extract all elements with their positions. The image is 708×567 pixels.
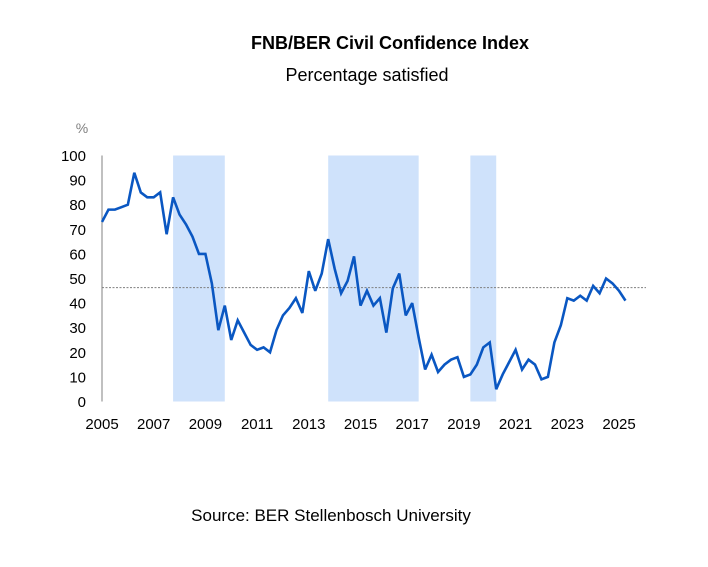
- series-line: [100, 172, 627, 390]
- chart-title: FNB/BER Civil Confidence Index: [250, 33, 530, 53]
- x-tick-label: 2025: [602, 416, 635, 433]
- x-tick-label: 2019: [447, 416, 480, 433]
- y-tick-label: 90: [69, 173, 86, 190]
- y-tick-label: 80: [69, 197, 86, 214]
- chart-subtitle: Percentage satisfied: [285, 65, 449, 85]
- x-tick-label: 2005: [85, 416, 118, 433]
- y-tick-label: 20: [69, 345, 86, 362]
- x-tick-labels: 2005 2007 2009 2011 2013 2015 2017 2019 2021 2023…: [85, 416, 635, 433]
- x-tick-label: 2015: [344, 416, 377, 433]
- y-tick-label: 60: [69, 246, 86, 263]
- y-tick-labels: 0 10 20 30 40 50 60 70 80 90 100: [61, 148, 86, 411]
- shaded-periods: [173, 155, 497, 402]
- y-tick-label: 50: [69, 271, 86, 288]
- x-tick-label: 2007: [137, 416, 170, 433]
- x-tick-label: 2009: [189, 416, 222, 433]
- x-tick-label: 2011: [241, 416, 273, 433]
- y-tick-label: 40: [69, 296, 86, 313]
- series-group: [100, 172, 627, 390]
- x-tick-label: 2021: [499, 416, 532, 433]
- x-tick-label: 2013: [292, 416, 325, 433]
- y-axis-unit-label: %: [76, 120, 88, 136]
- source-note: Source: BER Stellenbosch University: [191, 506, 471, 525]
- x-tick-label: 2017: [396, 416, 429, 433]
- y-tick-label: 30: [69, 320, 86, 337]
- y-tick-label: 0: [78, 394, 86, 411]
- y-tick-label: 100: [61, 148, 86, 165]
- y-tick-label: 10: [69, 369, 86, 386]
- shaded-period-1: [173, 155, 225, 402]
- shaded-period-2: [328, 155, 419, 402]
- y-tick-label: 70: [69, 222, 86, 239]
- x-tick-label: 2023: [551, 416, 584, 433]
